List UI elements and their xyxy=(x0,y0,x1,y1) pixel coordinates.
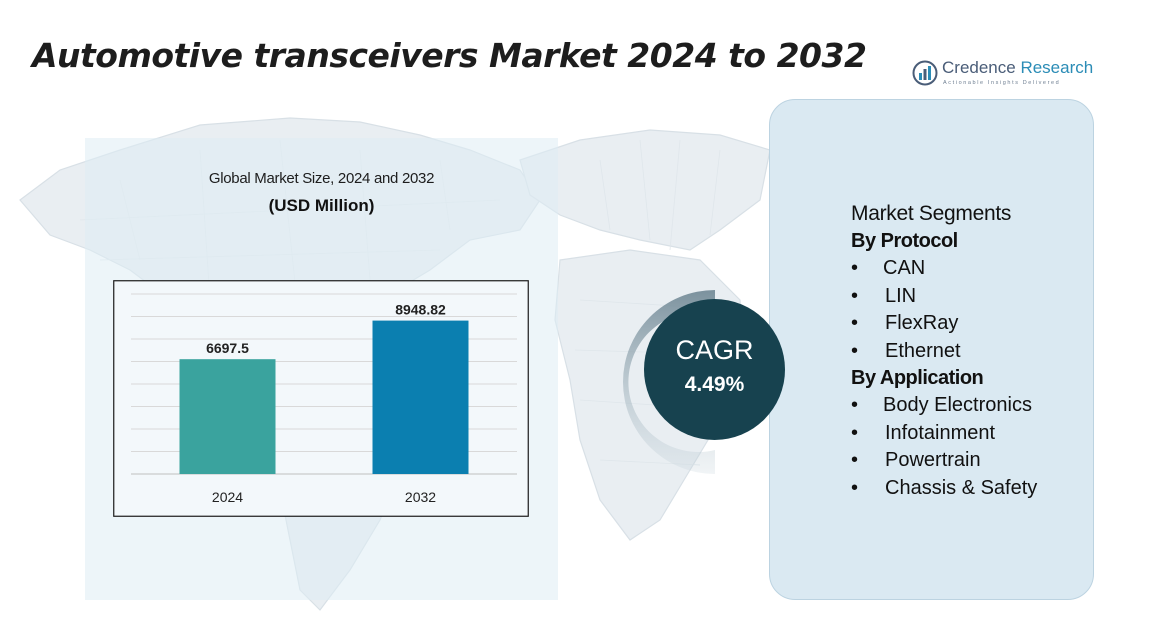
segment-item-chassis-safety: Chassis & Safety xyxy=(851,475,1091,503)
x-tick-label-2032: 2032 xyxy=(405,489,436,505)
brand-tagline: Actionable Insights Delivered xyxy=(943,80,1061,86)
credence-logo-icon xyxy=(912,60,938,86)
segments-title: Market Segments xyxy=(851,202,1012,225)
chart-heading: Global Market Size, 2024 and 2032 xyxy=(208,170,435,187)
market-segments: Market Segments By Protocol CAN LIN Flex… xyxy=(851,200,1091,502)
segment-item-can: CAN xyxy=(851,255,1091,283)
cagr-label: CAGR xyxy=(675,335,754,365)
page-title: Automotive transceivers Market 2024 to 2… xyxy=(32,36,867,75)
segment-item-ethernet: Ethernet xyxy=(851,338,1091,366)
x-tick-label-2024: 2024 xyxy=(212,489,243,505)
chart-unit: (USD Million) xyxy=(268,196,375,215)
bar-2024 xyxy=(179,359,276,474)
segment-heading-protocol: By Protocol xyxy=(851,230,958,252)
brand-logo: Credence Research Actionable Insights De… xyxy=(912,58,1102,92)
segment-item-powertrain: Powertrain xyxy=(851,447,1091,475)
cagr-badge: CAGR 4.49% xyxy=(644,299,785,440)
segment-item-lin: LIN xyxy=(851,283,1091,311)
bar-chart: 6697.5 2024 8948.82 2032 xyxy=(113,280,529,517)
bar-chart-svg: 6697.5 2024 8948.82 2032 xyxy=(113,280,529,517)
data-label-2024: 6697.5 xyxy=(206,340,249,356)
bar-2032 xyxy=(372,320,469,474)
segment-heading-application: By Application xyxy=(851,367,984,389)
data-label-2032: 8948.82 xyxy=(395,302,446,318)
brand-name-part1: Credence xyxy=(942,58,1016,77)
segment-item-flexray: FlexRay xyxy=(851,310,1091,338)
brand-name: Credence Research xyxy=(942,58,1093,78)
cagr-value: 4.49% xyxy=(684,373,745,396)
brand-name-part2: Research xyxy=(1015,58,1094,77)
segment-item-body-electronics: Body Electronics xyxy=(851,392,1091,420)
segment-item-infotainment: Infotainment xyxy=(851,420,1091,448)
